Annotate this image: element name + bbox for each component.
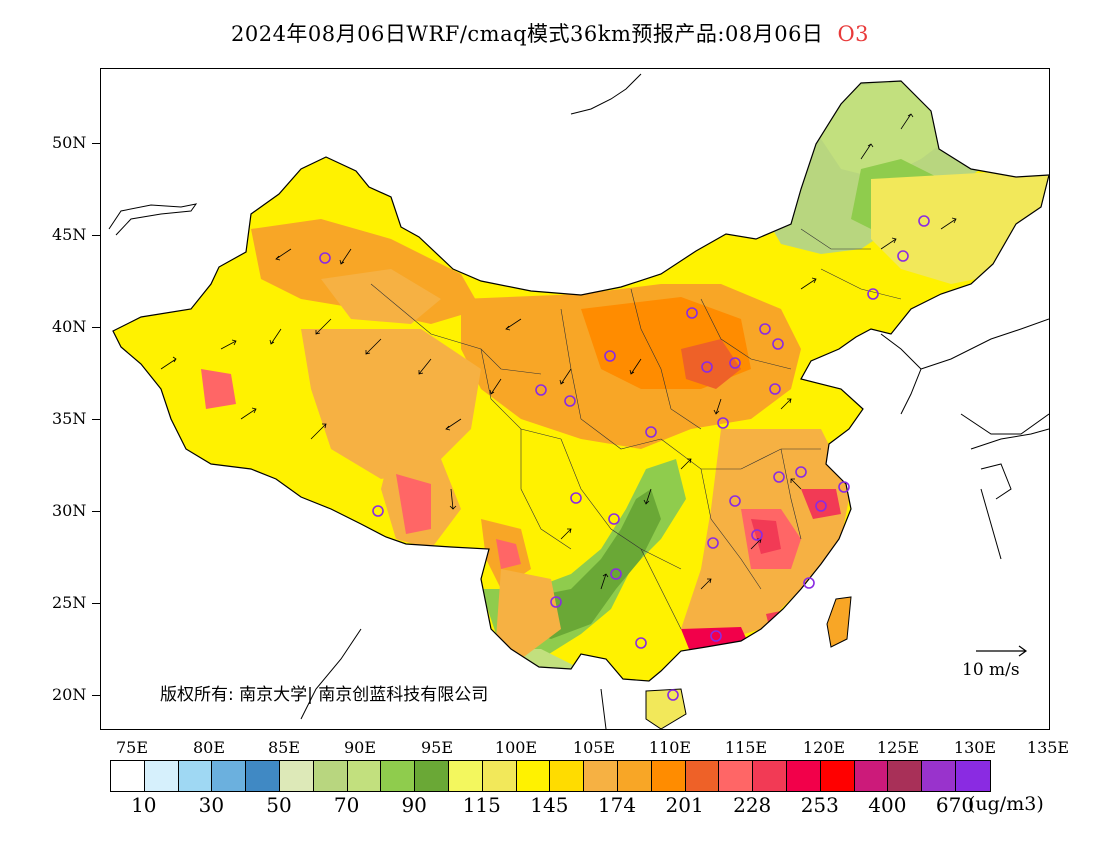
- colorbar-tick-label: 50: [266, 793, 292, 817]
- colorbar-swatch: [685, 761, 720, 791]
- lon-label: 100E: [494, 738, 538, 757]
- lat-tick: [92, 419, 100, 420]
- lat-label-30n: 30N: [52, 501, 87, 520]
- lon-label: 130E: [953, 738, 997, 757]
- lon-label: 125E: [876, 738, 920, 757]
- colorbar-swatch: [651, 761, 686, 791]
- colorbar-tick-label: 10: [131, 793, 157, 817]
- wind-scale-label: 10 m/s: [962, 660, 1020, 680]
- wind-arrows: [160, 113, 957, 590]
- colorbar-tick-label: 228: [733, 793, 772, 817]
- map-canvas: [108, 73, 1049, 729]
- lat-label-45n: 45N: [52, 225, 87, 244]
- wind-scale-arrow: [976, 645, 1028, 657]
- colorbar-swatch: [246, 761, 280, 791]
- lat-label-50n: 50N: [52, 133, 87, 152]
- lat-tick: [92, 235, 100, 236]
- lat-tick: [92, 143, 100, 144]
- lat-label-20n: 20N: [52, 685, 87, 704]
- colorbar-tick-label: 174: [597, 793, 637, 817]
- colorbar-swatch: [212, 761, 247, 791]
- colorbar-swatch: [482, 761, 517, 791]
- colorbar-tick-label: 201: [665, 793, 704, 817]
- colorbar-swatch: [347, 761, 382, 791]
- lon-label: 75E: [115, 738, 149, 757]
- colorbar-swatch: [584, 761, 618, 791]
- colorbar-swatch: [922, 761, 956, 791]
- colorbar-tick-label: 145: [530, 793, 569, 817]
- colorbar: [110, 760, 991, 792]
- lon-label: 115E: [724, 738, 768, 757]
- lon-label: 110E: [648, 738, 692, 757]
- lon-label: 80E: [192, 738, 226, 757]
- lat-tick: [92, 603, 100, 604]
- colorbar-swatch: [617, 761, 652, 791]
- title-text: 2024年08月06日WRF/cmaq模式36km预报产品:08月06日: [230, 22, 824, 46]
- colorbar-swatch: [381, 761, 416, 791]
- colorbar-tick-label: 670: [935, 793, 975, 817]
- lat-label-35n: 35N: [52, 409, 87, 428]
- colorbar-swatch: [448, 761, 483, 791]
- lon-label: 95E: [420, 738, 454, 757]
- colorbar-swatch: [820, 761, 855, 791]
- china-outline: [112, 80, 1049, 682]
- colorbar-swatch: [854, 761, 889, 791]
- map-title: 2024年08月06日WRF/cmaq模式36km预报产品:08月06日 O3: [0, 18, 1100, 48]
- colorbar-swatch: [144, 761, 179, 791]
- colorbar-swatch: [955, 761, 990, 791]
- colorbar-tick-label: 115: [462, 793, 501, 817]
- colorbar-tick-label: 253: [800, 793, 839, 817]
- lon-label: 135E: [1026, 738, 1070, 757]
- colorbar-tick-label: 400: [868, 793, 907, 817]
- copyright-text: 版权所有: 南京大学| 南京创蓝科技有限公司: [160, 685, 489, 705]
- colorbar-swatch: [313, 761, 348, 791]
- colorbar-swatch: [279, 761, 314, 791]
- colorbar-swatch: [753, 761, 787, 791]
- colorbar-swatch: [550, 761, 585, 791]
- lon-label: 90E: [343, 738, 377, 757]
- lat-label-25n: 25N: [52, 593, 87, 612]
- colorbar-swatch: [888, 761, 923, 791]
- colorbar-swatch: [111, 761, 145, 791]
- colorbar-swatch: [178, 761, 213, 791]
- lat-label-40n: 40N: [52, 317, 87, 336]
- colorbar-swatch: [719, 761, 754, 791]
- hainan: [645, 688, 687, 729]
- lon-label: 105E: [572, 738, 616, 757]
- taiwan: [826, 596, 852, 648]
- lon-label: 85E: [267, 738, 301, 757]
- lat-tick: [92, 695, 100, 696]
- monitoring-sites: [319, 215, 930, 701]
- lat-tick: [92, 327, 100, 328]
- colorbar-tick-label: 90: [401, 793, 427, 817]
- pollutant-label: O3: [837, 22, 870, 46]
- colorbar-swatch: [516, 761, 551, 791]
- colorbar-unit: (ug/m3): [968, 793, 1044, 815]
- colorbar-tick-label: 70: [333, 793, 360, 817]
- colorbar-swatch: [786, 761, 821, 791]
- colorbar-tick-label: 30: [198, 793, 225, 817]
- lat-tick: [92, 511, 100, 512]
- map-panel: [100, 68, 1050, 730]
- colorbar-swatch: [415, 761, 449, 791]
- lon-label: 120E: [802, 738, 846, 757]
